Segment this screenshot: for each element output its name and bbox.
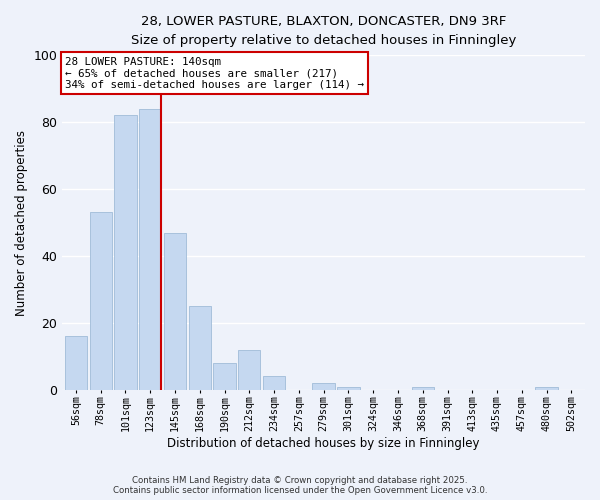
- Bar: [263, 376, 285, 390]
- Bar: [313, 383, 335, 390]
- Text: 28 LOWER PASTURE: 140sqm
← 65% of detached houses are smaller (217)
34% of semi-: 28 LOWER PASTURE: 140sqm ← 65% of detach…: [65, 57, 364, 90]
- Bar: [188, 306, 211, 390]
- Bar: [535, 386, 558, 390]
- Bar: [214, 363, 236, 390]
- Bar: [412, 386, 434, 390]
- Bar: [89, 212, 112, 390]
- Y-axis label: Number of detached properties: Number of detached properties: [15, 130, 28, 316]
- Bar: [164, 232, 186, 390]
- Title: 28, LOWER PASTURE, BLAXTON, DONCASTER, DN9 3RF
Size of property relative to deta: 28, LOWER PASTURE, BLAXTON, DONCASTER, D…: [131, 15, 517, 47]
- Bar: [65, 336, 87, 390]
- Bar: [337, 386, 359, 390]
- X-axis label: Distribution of detached houses by size in Finningley: Distribution of detached houses by size …: [167, 437, 480, 450]
- Text: Contains HM Land Registry data © Crown copyright and database right 2025.
Contai: Contains HM Land Registry data © Crown c…: [113, 476, 487, 495]
- Bar: [115, 116, 137, 390]
- Bar: [139, 108, 161, 390]
- Bar: [238, 350, 260, 390]
